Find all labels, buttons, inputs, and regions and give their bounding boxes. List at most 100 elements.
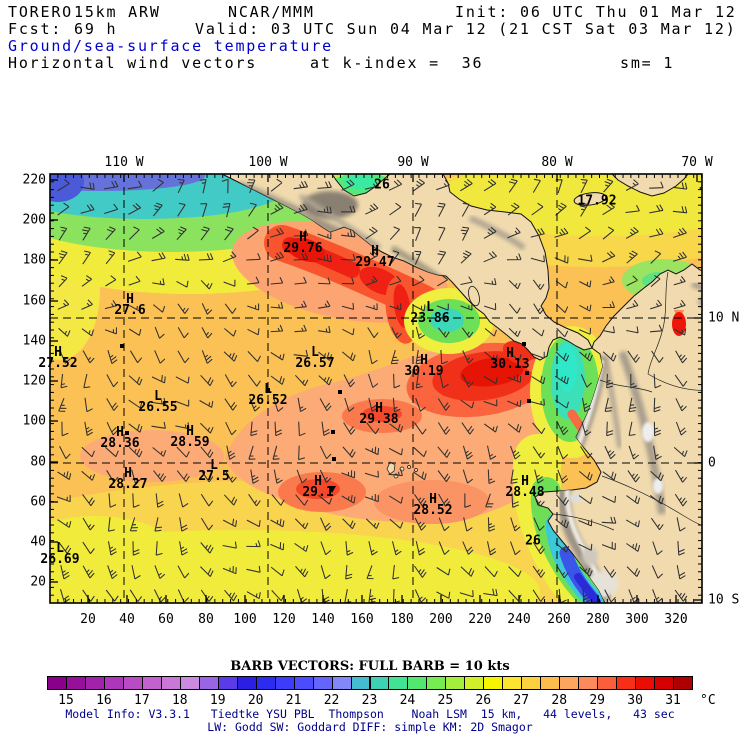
- colorbar-cell: [198, 676, 219, 690]
- bottom-axis-label: 240: [507, 612, 531, 627]
- colorbar-cell: [521, 676, 542, 690]
- extremum-letter: H: [54, 345, 62, 360]
- colorbar-cell: [540, 676, 561, 690]
- left-axis-label: 220: [22, 172, 46, 188]
- bottom-axis-label: 280: [586, 612, 610, 627]
- colorbar-cell: [635, 676, 656, 690]
- top-axis-label: 80 W: [541, 155, 573, 170]
- smooth-text: sm= 1: [620, 54, 675, 72]
- colorbar-cell: [673, 676, 693, 690]
- left-axis-label: 80: [30, 454, 46, 470]
- colorbar-cell: [426, 676, 447, 690]
- extremum-value: 28.27: [108, 477, 148, 492]
- barb-legend: BARB VECTORS: FULL BARB = 10 kts: [230, 659, 510, 674]
- valid-time: Valid: 03 UTC Sun 04 Mar 12 (21 CST Sat …: [195, 20, 737, 38]
- colorbar-cell: [559, 676, 580, 690]
- extremum-value: 29.38: [359, 412, 399, 427]
- colorbar-tick-label: 31: [665, 693, 681, 708]
- colorbar-cell: [84, 676, 105, 690]
- extremum-letter: H: [429, 492, 437, 507]
- land-jamaica: [573, 192, 607, 206]
- right-axis-label: 0: [708, 455, 716, 471]
- extremum-value: 29.1: [302, 485, 334, 500]
- colorbar-cell: [65, 676, 86, 690]
- colorbar-cell: [160, 676, 181, 690]
- pressure-extremum-h: H 29.1: [302, 474, 334, 500]
- pressure-extremum-h: H 29.76: [283, 231, 322, 255]
- model-resolution: 15km ARW: [74, 3, 161, 21]
- extremum-value: 27.52: [38, 356, 78, 371]
- country-borders: [552, 271, 702, 531]
- colorbar-cell: [47, 676, 67, 690]
- field-subtitle: Horizontal wind vectors: [8, 54, 258, 72]
- colorbar-cell: [274, 676, 295, 690]
- bottom-axis-label: 40: [119, 612, 135, 627]
- pressure-extremum-h: H 27.6: [114, 292, 145, 317]
- colorbar-tick-label: 15: [58, 693, 74, 708]
- left-axis-label: 20: [30, 574, 46, 590]
- header-line-1: TORERO 15km ARW NCAR/MMM Init: 06 UTC Th…: [0, 3, 740, 21]
- map-value-label: 26: [525, 533, 541, 549]
- left-axis-label: 140: [22, 333, 46, 349]
- pressure-extremum-l: L 26.55: [138, 389, 177, 414]
- extremum-value: 23.86: [410, 311, 450, 326]
- colorbar-cell: [141, 676, 162, 690]
- extremum-letter: L: [426, 300, 434, 315]
- colorbar-tick-label: 18: [171, 693, 188, 708]
- pressure-extremum-h: H 29.38: [359, 401, 399, 427]
- colorbar-cell: [312, 676, 333, 690]
- colorbar-cell: [331, 676, 352, 690]
- left-axis-label: 60: [30, 494, 46, 510]
- extremum-letter: H: [314, 474, 322, 489]
- colorbar-tick-label: 24: [399, 693, 416, 708]
- pressure-extremum-h: H 27.52: [38, 345, 78, 371]
- extremum-letter: H: [124, 466, 132, 481]
- model-name: TORERO: [8, 3, 73, 21]
- model-info-line2: LW: Godd SW: Goddard DIFF: simple KM: 2D…: [207, 720, 533, 734]
- extremum-letter: H: [126, 292, 134, 307]
- colorbar-tick-label: 19: [209, 693, 226, 708]
- left-axis-label: 160: [22, 293, 46, 309]
- extremum-value: 28.48: [505, 485, 545, 500]
- left-axis-label: 200: [22, 212, 46, 228]
- temperature-colorbar: 15 16 17 18 19 20 21 22 23 24 25 26 27 28 29 30 31 °C: [47, 676, 716, 716]
- map-value-label: 26: [374, 177, 390, 193]
- extremum-value: 30.19: [404, 364, 444, 379]
- pressure-extremum-h: H 29.47: [355, 245, 394, 269]
- extremum-value: 28.59: [170, 435, 210, 450]
- colorbar-tick-label: 27: [513, 693, 530, 708]
- bottom-axis-label: 120: [272, 612, 296, 627]
- extremum-value: 28.52: [413, 503, 453, 518]
- pressure-extremum-l: L 26.52: [248, 382, 287, 407]
- right-axis-label: 10 S: [708, 592, 740, 608]
- pressure-extremum-h: H 28.36: [100, 426, 139, 450]
- header-line-3: Ground/sea-surface temperature: [0, 37, 740, 55]
- colorbar-cell: [369, 676, 390, 690]
- extremum-letter: L: [210, 458, 218, 473]
- extremum-value: 30.13: [490, 357, 530, 372]
- colorbar-tick-label: 21: [285, 693, 302, 708]
- bottom-axis-label: 80: [198, 612, 214, 627]
- pressure-extremum-l: L 26.57: [295, 346, 334, 370]
- wind-barbs: [56, 178, 688, 603]
- bottom-axis-label: 60: [158, 612, 174, 627]
- left-axis-label: 120: [22, 373, 46, 389]
- colorbar-cell: [654, 676, 675, 690]
- map-frame: [49, 173, 703, 604]
- colorbar-cell: [217, 676, 238, 690]
- colorbar-tick-label: 22: [323, 693, 340, 708]
- extremum-letter: H: [375, 401, 383, 416]
- colorbar-tick-label: 23: [361, 693, 378, 708]
- sst-field: [50, 174, 702, 603]
- colorbar-tick-label: 25: [437, 693, 454, 708]
- extremum-letter: L: [154, 389, 162, 404]
- colorbar-cell: [407, 676, 428, 690]
- extremum-letter: L: [264, 382, 272, 397]
- extremum-letter: H: [506, 346, 514, 361]
- bottom-axis-label: 160: [350, 612, 374, 627]
- colorbar-cell: [502, 676, 523, 690]
- pressure-extremum-h: H 28.48: [505, 475, 545, 500]
